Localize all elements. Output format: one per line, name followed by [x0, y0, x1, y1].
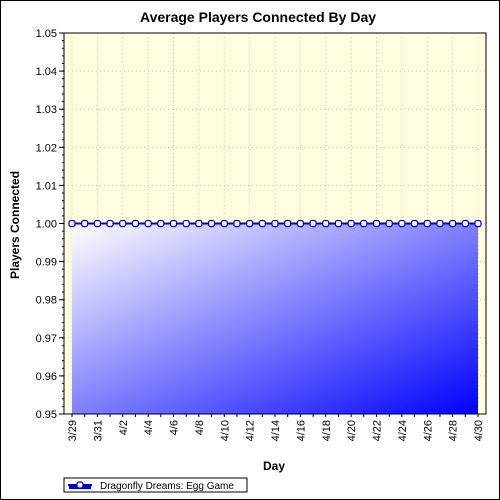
x-tick-label: 4/22	[372, 420, 384, 441]
x-tick-label: 4/14	[270, 420, 282, 441]
x-tick-label: 4/26	[422, 420, 434, 441]
data-point	[372, 219, 381, 228]
legend-label: Dragonfly Dreams: Egg Game	[100, 481, 234, 492]
legend-marker-swatch	[76, 481, 84, 489]
data-point	[207, 219, 216, 228]
data-point	[334, 219, 343, 228]
data-point	[347, 219, 355, 228]
x-tick-label: 3/31	[92, 420, 104, 441]
data-point	[423, 219, 431, 228]
y-tick-label: 1.04	[36, 66, 57, 78]
y-tick-label: 0.98	[36, 295, 57, 307]
x-tick-label: 4/16	[295, 420, 307, 441]
data-point	[296, 219, 304, 228]
x-tick-label: 4/30	[473, 420, 485, 441]
series-markers	[68, 219, 482, 228]
x-tick-label: 4/10	[219, 420, 231, 441]
data-point	[93, 219, 101, 228]
y-tick-label: 1.00	[36, 219, 57, 231]
legend-box	[63, 477, 248, 493]
x-tick-label: 4/4	[143, 420, 155, 435]
data-point	[385, 219, 393, 228]
data-point	[271, 219, 279, 228]
data-point	[258, 219, 266, 228]
data-point	[398, 219, 406, 228]
data-point	[169, 219, 178, 228]
x-tick-label: 4/2	[118, 420, 130, 435]
x-tick-label: 4/6	[169, 420, 181, 435]
y-tick-label: 1.05	[36, 28, 57, 40]
data-point	[449, 219, 457, 228]
data-point	[106, 219, 114, 228]
data-point	[220, 219, 228, 228]
data-point	[284, 219, 292, 228]
series-area	[72, 223, 478, 414]
data-point	[360, 219, 368, 228]
x-tick-label: 3/29	[67, 420, 79, 441]
y-tick-label: 0.96	[36, 371, 57, 383]
y-tick-label: 1.01	[36, 180, 57, 192]
x-axis: 3/29 3/31 4/2 4/4 4/6 4/8 4/10 4/12 4/14 4/16 4/18…	[67, 414, 485, 441]
data-point	[144, 219, 152, 228]
data-point	[157, 219, 165, 228]
data-point	[233, 219, 241, 228]
y-tick-label: 0.95	[36, 409, 57, 421]
x-tick-label: 4/12	[245, 420, 257, 441]
x-axis-title: Day	[263, 459, 285, 473]
y-axis: 0.95 0.96 0.97 0.98 0.99 1.00 1.01 1.02 1.03 1.04…	[36, 28, 64, 421]
data-point	[436, 219, 444, 228]
data-point	[195, 219, 203, 228]
x-tick-label: 4/20	[346, 420, 358, 441]
legend: Dragonfly Dreams: Egg Game	[63, 477, 248, 493]
x-tick-label: 4/24	[397, 420, 409, 441]
data-point	[474, 219, 482, 228]
chart-title: Average Players Connected By Day	[140, 9, 376, 25]
y-tick-label: 0.99	[36, 257, 57, 269]
data-point	[322, 219, 330, 228]
data-point	[81, 219, 89, 228]
x-tick-label: 4/28	[448, 420, 460, 441]
data-point	[131, 219, 140, 228]
data-point	[246, 219, 254, 228]
y-tick-label: 1.03	[36, 104, 57, 116]
y-tick-label: 1.02	[36, 142, 57, 154]
data-point	[410, 219, 419, 228]
data-point	[68, 219, 76, 228]
data-point	[119, 219, 127, 228]
data-point	[309, 219, 317, 228]
y-axis-title: Players Connected	[8, 171, 22, 279]
data-point	[461, 219, 469, 228]
y-tick-label: 0.97	[36, 333, 57, 345]
x-tick-label: 4/8	[194, 420, 206, 435]
x-tick-label: 4/18	[321, 420, 333, 441]
data-point	[182, 219, 190, 228]
